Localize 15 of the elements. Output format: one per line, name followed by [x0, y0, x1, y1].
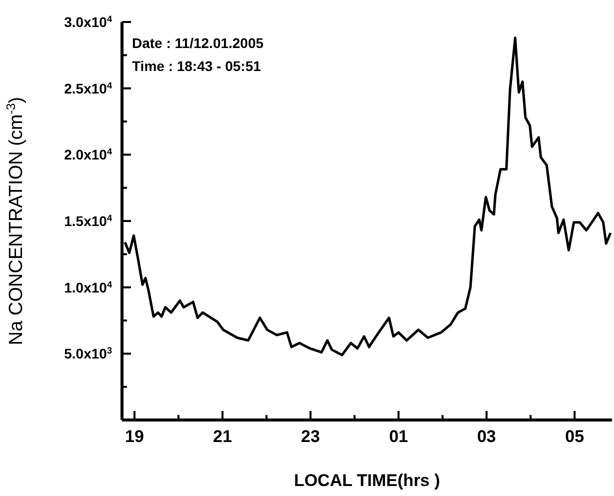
y-tick-label: 2.0x10$^{4}$	[64, 146, 113, 163]
x-tick-label: 03	[477, 427, 496, 446]
y-tick-label: 2.5x10$^{4}$	[64, 80, 113, 96]
x-tick-label: 01	[389, 427, 408, 446]
annotation: Time : 18:43 - 05:51	[132, 57, 262, 76]
x-tick-label: 23	[301, 427, 320, 446]
x-tick-label: 21	[213, 427, 232, 446]
x-tick-label: 19	[125, 427, 144, 446]
y-tick-label: 5.0x10$^{3}$	[64, 346, 112, 362]
y-tick-label: 3.0x10$^{4}$	[64, 14, 113, 30]
y-tick-label: 1.5x10$^{4}$	[64, 213, 113, 229]
x-tick-label: 05	[565, 427, 584, 446]
x-axis-title: LOCAL TIME(hrs )	[294, 471, 440, 490]
y-tick-label: 1.0x10$^{4}$	[64, 279, 113, 296]
annotation: Date : 11/12.01.2005	[132, 34, 264, 53]
